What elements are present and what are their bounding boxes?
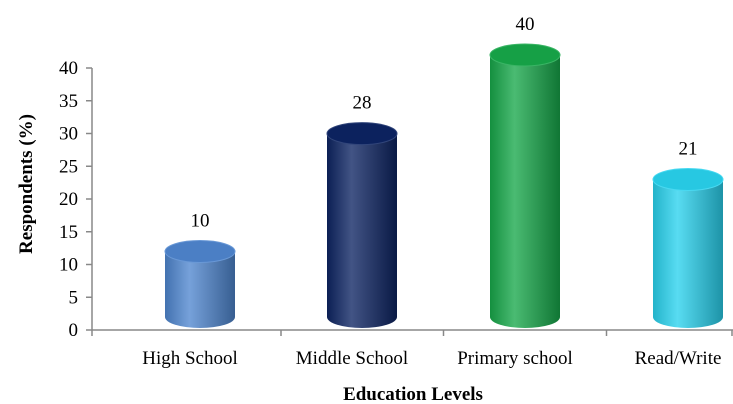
bar [653, 168, 723, 328]
data-label: 21 [679, 138, 698, 159]
bar-top [653, 168, 723, 190]
category-label: Read/Write [635, 348, 722, 369]
bar-top [165, 241, 235, 263]
y-tick-label: 30 [59, 124, 78, 145]
y-tick-label: 35 [59, 91, 78, 112]
bar [165, 241, 235, 329]
bar [327, 123, 397, 328]
y-tick-label: 10 [59, 255, 78, 276]
category-label: Middle School [296, 348, 408, 369]
bar-body [653, 179, 723, 328]
y-tick-label: 15 [59, 222, 78, 243]
data-label: 40 [516, 14, 535, 35]
bar [490, 44, 560, 328]
y-tick-label: 40 [59, 58, 78, 79]
bar-top [327, 123, 397, 145]
bar-body [490, 55, 560, 328]
bar-top [490, 44, 560, 66]
data-label: 28 [353, 93, 372, 114]
category-labels: High School Middle School Primary school Re… [142, 348, 721, 369]
y-tick-label: 0 [69, 320, 79, 341]
bars [165, 44, 723, 328]
x-axis-title: Education Levels [343, 384, 483, 404]
data-labels: 10 28 40 21 [191, 14, 698, 232]
data-label: 10 [191, 211, 210, 232]
y-tick-label: 25 [59, 156, 78, 177]
y-tick-label: 20 [59, 189, 78, 210]
y-axis-title: Respondents (%) [16, 114, 37, 254]
y-tick-label: 5 [69, 287, 79, 308]
bar-body [327, 134, 397, 328]
category-label: High School [142, 348, 238, 369]
category-label: Primary school [457, 348, 573, 369]
